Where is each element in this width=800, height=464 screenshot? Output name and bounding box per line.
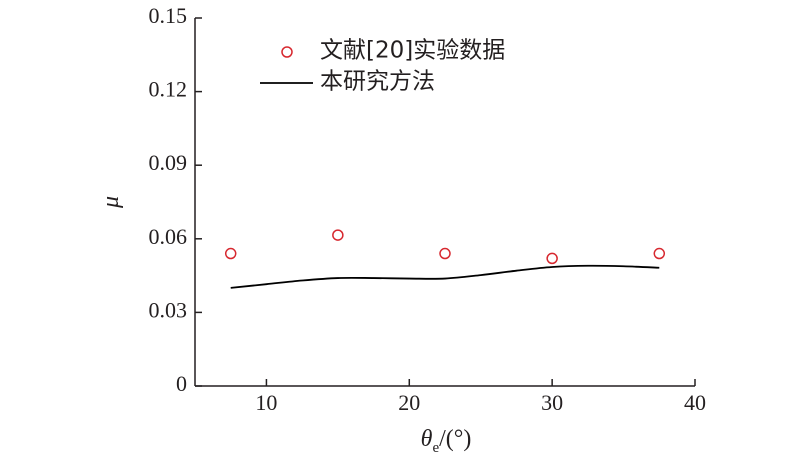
- x-axis-label-unit: /(°): [439, 426, 471, 452]
- data-point: [439, 247, 451, 260]
- data-point: [546, 252, 558, 265]
- legend-label-method: 本研究方法: [320, 69, 435, 95]
- x-tick-label: 40: [684, 390, 706, 415]
- series-layer: [224, 229, 666, 289]
- data-point: [332, 229, 344, 241]
- y-ticks: 0 0.03 0.06 0.09 0.12 0.15: [149, 3, 202, 396]
- x-tick-label: 10: [255, 390, 277, 415]
- x-tick-label: 20: [398, 390, 420, 415]
- y-axis-label: μ: [98, 196, 124, 209]
- x-axis-label-subscript: e: [432, 440, 439, 456]
- legend-label-experimental: 文献[20]实验数据: [320, 38, 505, 64]
- x-axis-label: θe/(°): [421, 426, 472, 456]
- y-tick-label: 0.15: [149, 3, 188, 28]
- x-axis-label-symbol: θ: [421, 426, 433, 452]
- x-ticks: 10 20 30 40: [255, 379, 706, 415]
- y-tick-label: 0.12: [149, 77, 188, 102]
- y-tick-label: 0.06: [149, 224, 188, 249]
- x-tick-label: 30: [541, 390, 563, 415]
- axes: [194, 18, 695, 387]
- legend: 文献[20]实验数据 本研究方法: [260, 38, 505, 95]
- y-tick-label: 0.09: [149, 150, 188, 175]
- y-tick-label: 0.03: [149, 297, 188, 322]
- data-point: [653, 247, 666, 260]
- series-line-method: [230, 264, 660, 289]
- legend-marker-experimental: [281, 46, 293, 58]
- data-point: [224, 247, 237, 260]
- y-tick-label: 0: [176, 371, 187, 396]
